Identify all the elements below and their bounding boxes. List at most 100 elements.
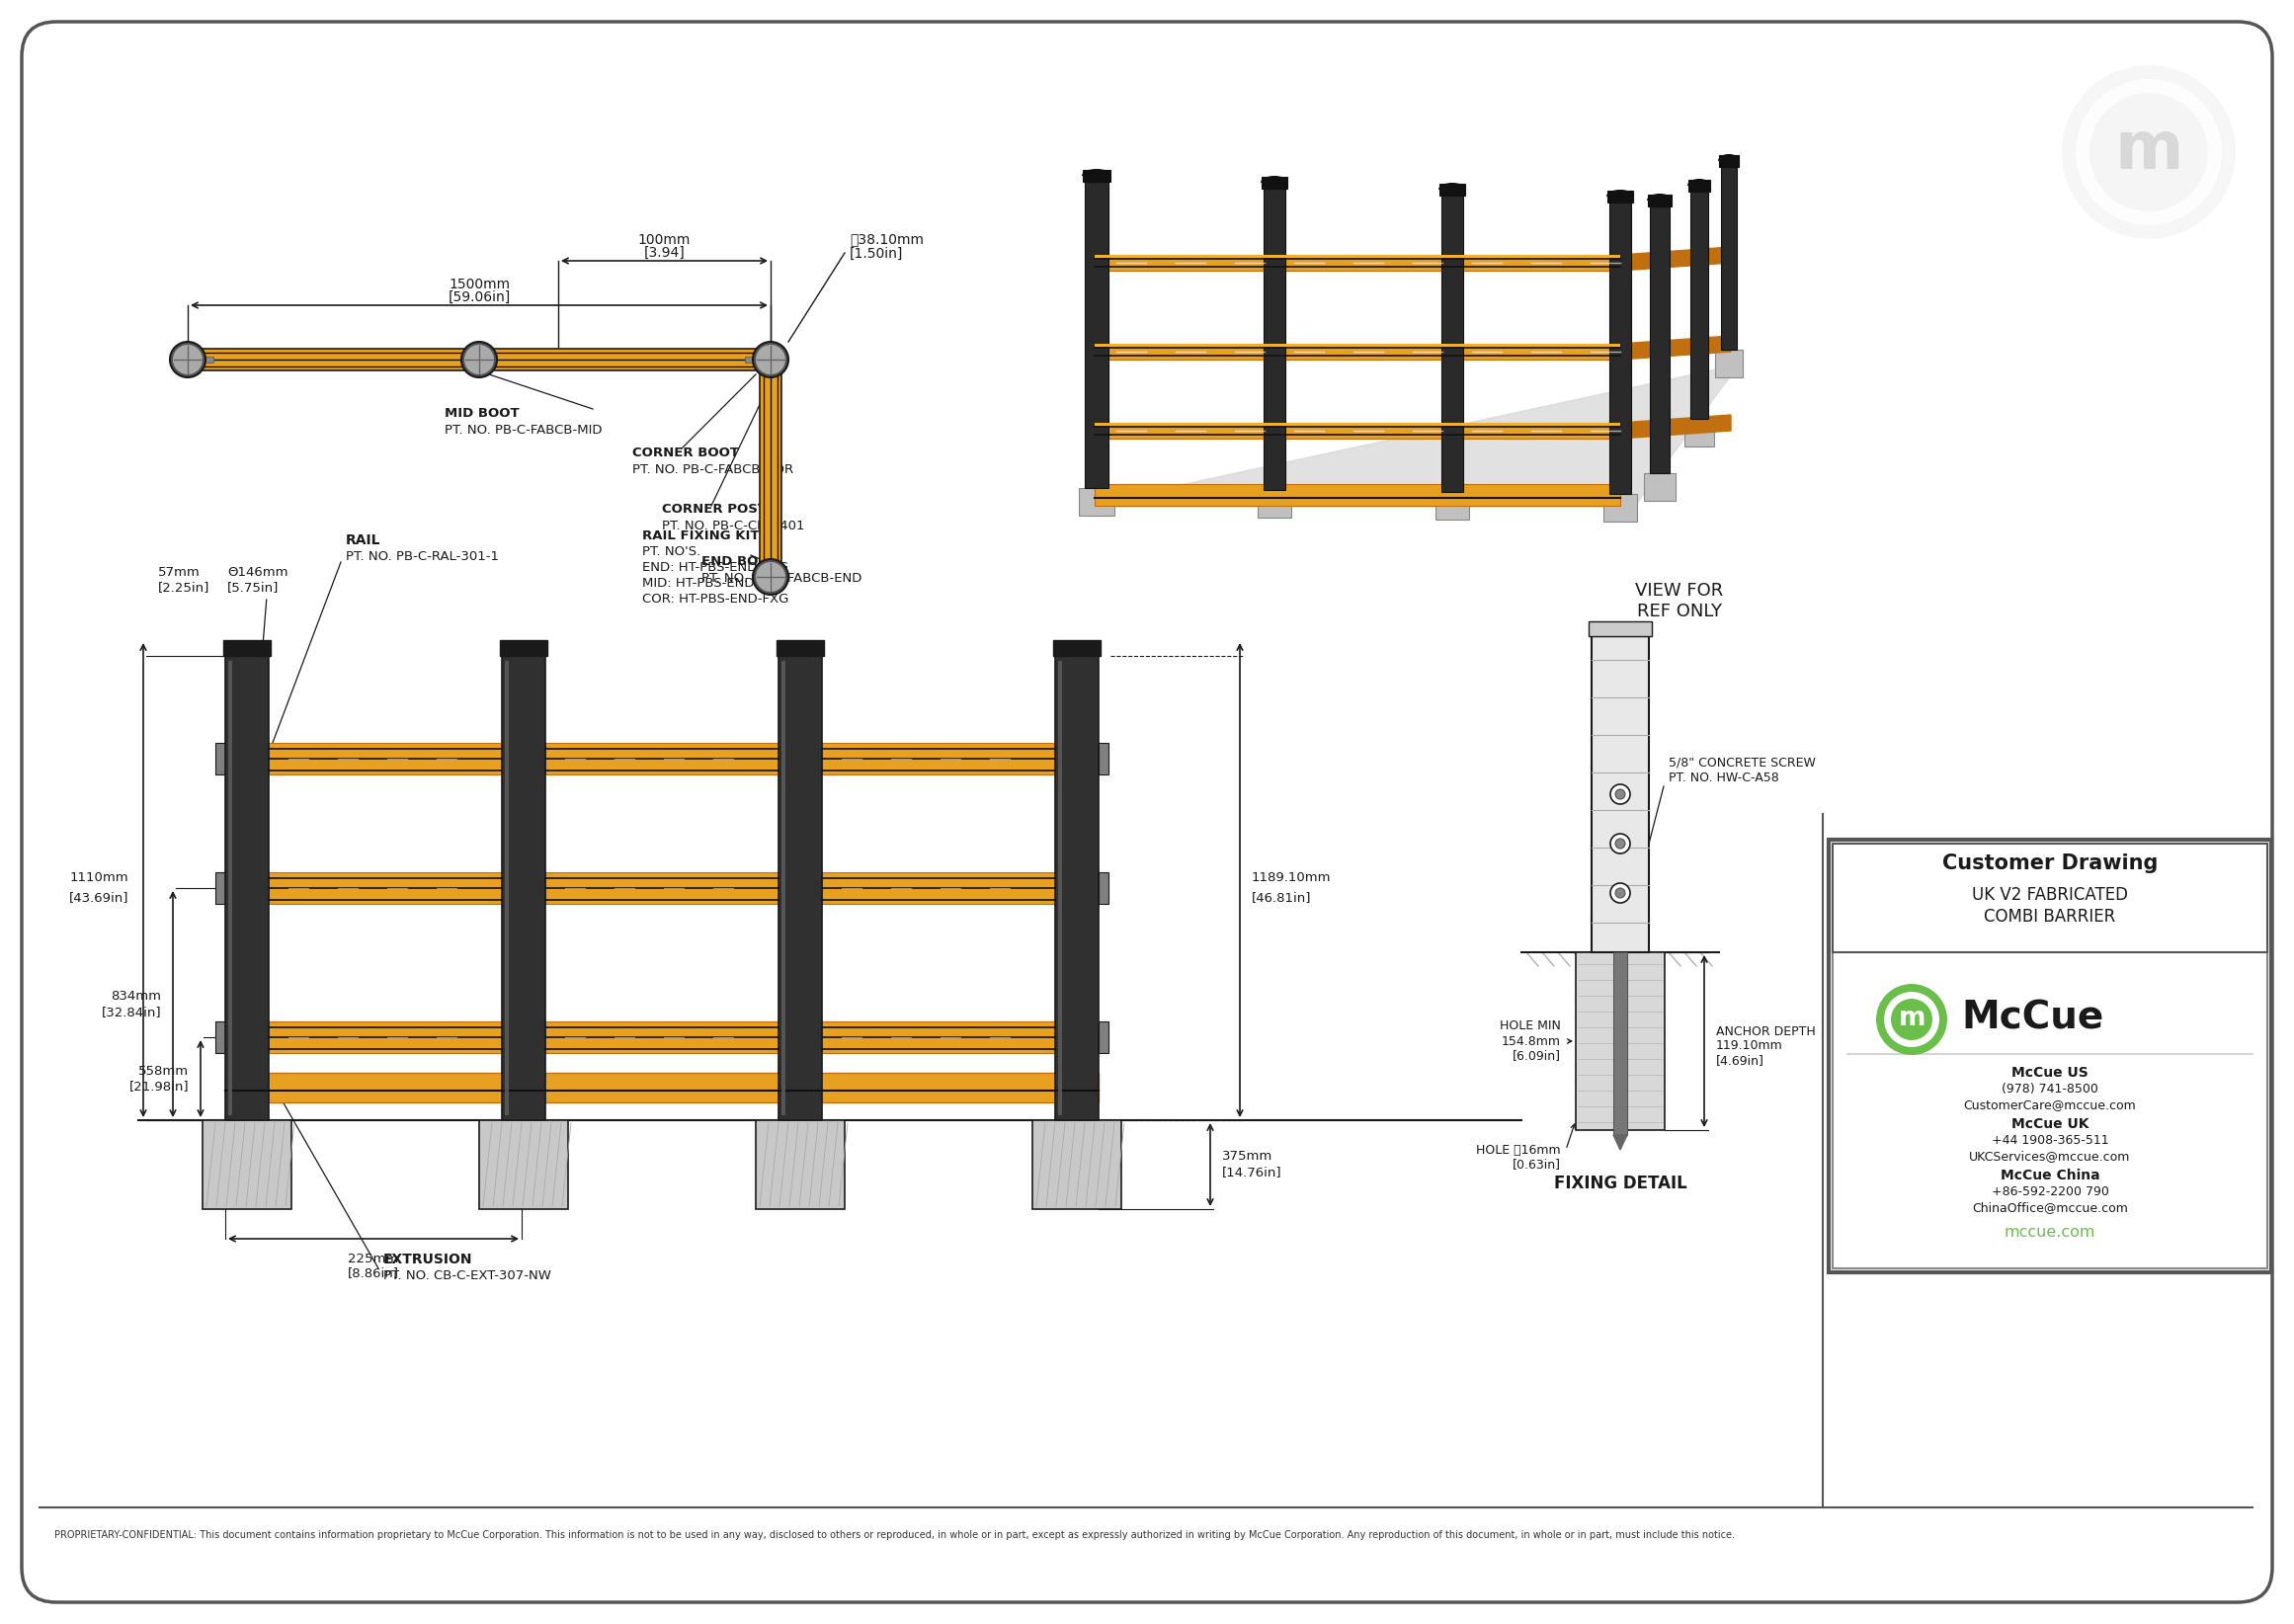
- Circle shape: [1610, 784, 1631, 804]
- Bar: [500, 640, 548, 656]
- Bar: [202, 1121, 291, 1210]
- Circle shape: [755, 344, 785, 375]
- Polygon shape: [1620, 414, 1732, 438]
- Text: CORNER BOOT: CORNER BOOT: [633, 447, 739, 460]
- Text: MID: HT-PBS-END-FXG: MID: HT-PBS-END-FXG: [642, 577, 785, 590]
- Bar: [1262, 177, 1287, 188]
- Circle shape: [1876, 984, 1948, 1056]
- Circle shape: [2076, 80, 2223, 226]
- Text: RAIL FIXING KITS: RAIL FIXING KITS: [642, 529, 768, 542]
- Bar: [197, 357, 213, 362]
- Bar: [778, 640, 824, 656]
- Circle shape: [755, 562, 785, 591]
- Bar: [1094, 422, 1620, 425]
- Polygon shape: [1620, 336, 1732, 359]
- Bar: [1094, 255, 1620, 258]
- Text: [8.86in]: [8.86in]: [349, 1267, 399, 1280]
- Bar: [546, 872, 778, 905]
- Text: mccue.com: mccue.com: [2005, 1224, 2097, 1239]
- Bar: [1828, 840, 2271, 1272]
- Bar: [502, 656, 546, 1121]
- Text: MID BOOT: MID BOOT: [445, 408, 518, 421]
- Text: [21.98in]: [21.98in]: [128, 1080, 188, 1093]
- Text: McCue China: McCue China: [2000, 1169, 2099, 1182]
- Text: END BOOT: END BOOT: [702, 555, 778, 568]
- Bar: [1691, 192, 1709, 419]
- Text: 558mm: 558mm: [138, 1064, 188, 1077]
- Bar: [746, 357, 762, 362]
- Bar: [1099, 742, 1108, 775]
- Circle shape: [1615, 838, 1624, 849]
- Bar: [1608, 190, 1633, 203]
- Circle shape: [1615, 888, 1624, 898]
- Text: PROPRIETARY-CONFIDENTIAL: This document contains information proprietary to McCu: PROPRIETARY-CONFIDENTIAL: This document …: [55, 1530, 1734, 1540]
- Text: 1189.10mm: 1189.10mm: [1253, 872, 1331, 885]
- Bar: [225, 1073, 1099, 1103]
- Text: PT. NO. PB-C-RAL-301-1: PT. NO. PB-C-RAL-301-1: [346, 551, 498, 564]
- Bar: [1576, 952, 1665, 1130]
- Bar: [1094, 484, 1620, 505]
- Bar: [1645, 473, 1675, 500]
- Text: ΁38.10mm: ΁38.10mm: [849, 232, 924, 245]
- Text: PT. NO. PB-C-FABCB-MID: PT. NO. PB-C-FABCB-MID: [445, 424, 601, 437]
- Bar: [1716, 349, 1743, 377]
- Bar: [268, 742, 502, 775]
- Bar: [1833, 843, 2266, 1268]
- Text: 57mm: 57mm: [158, 567, 200, 578]
- Bar: [223, 640, 271, 656]
- Text: VIEW FOR
REF ONLY: VIEW FOR REF ONLY: [1636, 581, 1723, 620]
- Text: m: m: [1897, 1005, 1925, 1031]
- Text: Customer Drawing: Customer Drawing: [1943, 854, 2159, 874]
- Bar: [1094, 344, 1620, 348]
- Bar: [1094, 255, 1620, 271]
- Text: 834mm: 834mm: [110, 989, 161, 1002]
- Circle shape: [752, 559, 789, 594]
- Text: 5/8" CONCRETE SCREW: 5/8" CONCRETE SCREW: [1668, 757, 1817, 770]
- Bar: [1094, 422, 1620, 438]
- Text: PT. NO. PB-C-CNR-401: PT. NO. PB-C-CNR-401: [663, 520, 805, 533]
- Text: [0.63in]: [0.63in]: [1512, 1158, 1560, 1171]
- Polygon shape: [1085, 364, 1739, 505]
- Bar: [1078, 487, 1115, 516]
- Text: HOLE ΁16mm: HOLE ΁16mm: [1477, 1143, 1560, 1156]
- Text: 100mm: 100mm: [638, 234, 690, 247]
- Text: McCue UK: McCue UK: [2012, 1117, 2090, 1130]
- Text: +44 1908-365-511: +44 1908-365-511: [1991, 1134, 2108, 1147]
- Text: 119.10mm: 119.10mm: [1716, 1039, 1782, 1052]
- Bar: [479, 1121, 569, 1210]
- Circle shape: [757, 346, 785, 374]
- Circle shape: [752, 341, 789, 377]
- Bar: [1257, 490, 1292, 518]
- Text: 1500mm: 1500mm: [447, 278, 509, 291]
- Text: [43.69in]: [43.69in]: [69, 892, 128, 905]
- Text: CustomerCare@mccue.com: CustomerCare@mccue.com: [1964, 1098, 2136, 1111]
- Text: CORNER POST: CORNER POST: [663, 503, 766, 516]
- Bar: [1083, 171, 1110, 182]
- Circle shape: [1615, 789, 1624, 799]
- Bar: [1613, 952, 1626, 1135]
- Bar: [1592, 637, 1649, 952]
- Text: PT. NO. PB-C-FABCB-END: PT. NO. PB-C-FABCB-END: [702, 572, 863, 585]
- Polygon shape: [1613, 1135, 1626, 1150]
- Bar: [1649, 206, 1670, 473]
- Bar: [1055, 656, 1099, 1121]
- Text: McCue US: McCue US: [2012, 1065, 2088, 1080]
- Bar: [1604, 494, 1638, 521]
- Circle shape: [1610, 883, 1631, 903]
- Text: McCue: McCue: [1961, 999, 2104, 1036]
- Circle shape: [170, 341, 206, 377]
- Text: ANCHOR DEPTH: ANCHOR DEPTH: [1716, 1025, 1815, 1038]
- Circle shape: [1890, 999, 1932, 1041]
- Bar: [782, 661, 785, 1116]
- Text: UK V2 FABRICATED: UK V2 FABRICATED: [1973, 887, 2129, 905]
- Bar: [1264, 188, 1285, 490]
- Bar: [1590, 622, 1652, 637]
- Bar: [1058, 661, 1062, 1116]
- Text: PT. NO. CB-C-EXT-307-NW: PT. NO. CB-C-EXT-307-NW: [383, 1270, 551, 1283]
- Bar: [1684, 419, 1714, 447]
- Bar: [1099, 1021, 1108, 1052]
- Bar: [1718, 154, 1739, 167]
- Bar: [821, 872, 1055, 905]
- Text: [32.84in]: [32.84in]: [101, 1005, 161, 1018]
- Bar: [1032, 1121, 1122, 1210]
